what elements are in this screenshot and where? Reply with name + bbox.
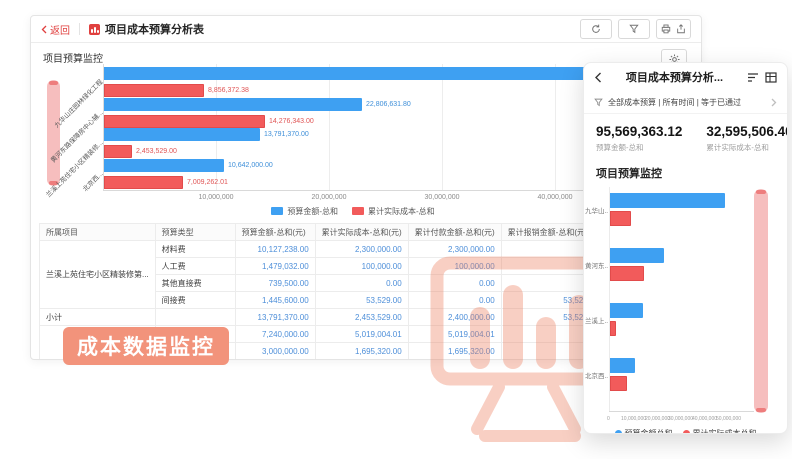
- bar-budget: [610, 358, 635, 373]
- funnel-icon: [594, 98, 603, 106]
- bar-budget: 10,642,000.00: [104, 159, 273, 172]
- project-cell: 兰溪上苑住宅小区精装修第...: [39, 240, 156, 309]
- datazoom-slider[interactable]: [47, 80, 60, 186]
- bar-budget: [610, 193, 725, 208]
- gridline: [329, 64, 330, 190]
- col-header: 累计付款金额-总和(元): [407, 223, 502, 241]
- bar-budget: [104, 67, 654, 80]
- x-axis-line: [103, 190, 669, 191]
- chevron-right-icon: [771, 98, 777, 106]
- budget-monitor-chart: 九华山庄园林绿化工程 黄河东路保障房中心辅... 兰溪上苑住宅小区精装修... …: [31, 62, 701, 222]
- y-axis-line: [609, 187, 610, 411]
- printer-icon: [661, 24, 671, 34]
- toolbar: 返回 项目成本预算分析表: [31, 16, 701, 43]
- panel-header: 项目成本预算分析...: [584, 63, 787, 91]
- export-icon: [677, 24, 685, 34]
- category-label: 兰溪上...: [585, 318, 608, 325]
- funnel-icon: [629, 24, 639, 34]
- panel-header-icons: [747, 71, 777, 83]
- bar-actual: [610, 211, 631, 226]
- print-export-button[interactable]: [656, 19, 691, 39]
- refresh-button[interactable]: [580, 19, 612, 39]
- bar-actual: [610, 321, 616, 336]
- bar-actual: [610, 266, 644, 281]
- category-label: 北京西...: [585, 373, 608, 380]
- legend-dot-red: [682, 430, 690, 433]
- panel-section-title: 项目预算监控: [596, 168, 662, 180]
- legend-dot-blue: [614, 430, 622, 433]
- bar-actual: [610, 376, 627, 391]
- bar-actual: 8,856,372.38: [104, 84, 249, 97]
- legend-swatch-red: [352, 207, 364, 215]
- toolbar-actions: [580, 19, 691, 39]
- bar-budget: [610, 303, 643, 318]
- x-tick: 40,000,000: [692, 416, 718, 422]
- stat-actual-total: 32,595,506.40 累计实际成本-总和: [706, 124, 788, 152]
- page-title: 项目成本预算分析表: [105, 24, 204, 36]
- col-header: 累计实际成本-总和(元): [314, 223, 409, 241]
- legend-item-budget[interactable]: 预算金额-总和: [271, 206, 338, 217]
- x-tick: 30,000,000: [424, 194, 460, 201]
- back-label: 返回: [50, 25, 70, 37]
- gridline: [555, 64, 556, 190]
- y-axis-line: [103, 64, 104, 190]
- panel-filter-bar[interactable]: 全部成本预算 | 所有时间 | 等于已通过: [584, 91, 787, 114]
- col-header: 预算金额-总和(元): [234, 223, 316, 241]
- chevron-left-icon[interactable]: [594, 72, 602, 83]
- chart-legend: 预算金额-总和 累计实际成本-总和: [103, 206, 603, 217]
- legend-item-budget[interactable]: 预算金额总和: [614, 428, 673, 433]
- bar-budget: 13,791,370.00: [104, 128, 309, 141]
- category-label: 黄河东...: [585, 263, 608, 270]
- x-tick: 10,000,000: [198, 194, 234, 201]
- x-tick: 40,000,000: [537, 194, 573, 201]
- x-tick: 50,000,000: [716, 416, 742, 422]
- sort-list-icon[interactable]: [747, 72, 759, 83]
- chart-legend: 预算金额总和 累计实际成本总和: [584, 428, 787, 433]
- col-header: 累计报销金额-总和(元): [500, 223, 595, 241]
- chevron-left-icon: [41, 25, 47, 33]
- x-tick: 20,000,000: [311, 194, 347, 201]
- panel-stats: 95,569,363.12 预算金额-总和 32,595,506.40 累计实际…: [584, 114, 787, 159]
- panel-chart: 九华山... 黄河东... 兰溪上... 北京西... 0 10,000,000…: [584, 185, 787, 433]
- bar-budget: 22,806,631.80: [104, 98, 411, 111]
- section-title: 项目预算监控: [43, 54, 103, 65]
- bar-budget: [610, 248, 664, 263]
- bar-actual: 2,453,529.00: [104, 145, 177, 158]
- filter-button[interactable]: [618, 19, 650, 39]
- bar-actual: 7,009,262.01: [104, 176, 228, 189]
- x-tick: 20,000,000: [645, 416, 671, 422]
- table-grid-icon[interactable]: [765, 71, 777, 83]
- x-tick: 0: [607, 416, 610, 422]
- legend-swatch-blue: [271, 207, 284, 215]
- legend-item-actual[interactable]: 累计实际成本总和: [682, 428, 757, 433]
- gridline: [442, 64, 443, 190]
- filter-text: 全部成本预算 | 所有时间 | 等于已通过: [608, 97, 742, 107]
- mobile-preview-panel: 项目成本预算分析... 全部成本预算 | 所有时间 | 等于已通过 95,569…: [583, 62, 788, 434]
- col-header: 预算类型: [154, 223, 236, 241]
- cost-monitor-badge: 成本数据监控: [63, 327, 229, 365]
- report-icon: [89, 23, 100, 35]
- x-axis-line: [609, 411, 754, 412]
- datazoom-slider[interactable]: [754, 189, 768, 413]
- category-label: 九华山...: [585, 208, 608, 215]
- stat-budget-total: 95,569,363.12 预算金额-总和: [596, 124, 683, 152]
- legend-item-actual[interactable]: 累计实际成本-总和: [352, 206, 435, 217]
- x-tick: 30,000,000: [668, 416, 694, 422]
- x-tick: 10,000,000: [621, 416, 647, 422]
- toolbar-divider: [79, 23, 80, 35]
- back-button[interactable]: 返回: [41, 22, 70, 37]
- col-header: 所属项目: [39, 223, 156, 241]
- refresh-icon: [592, 24, 600, 33]
- bar-actual: 14,276,343.00: [104, 115, 314, 128]
- panel-title: 项目成本预算分析...: [625, 72, 724, 84]
